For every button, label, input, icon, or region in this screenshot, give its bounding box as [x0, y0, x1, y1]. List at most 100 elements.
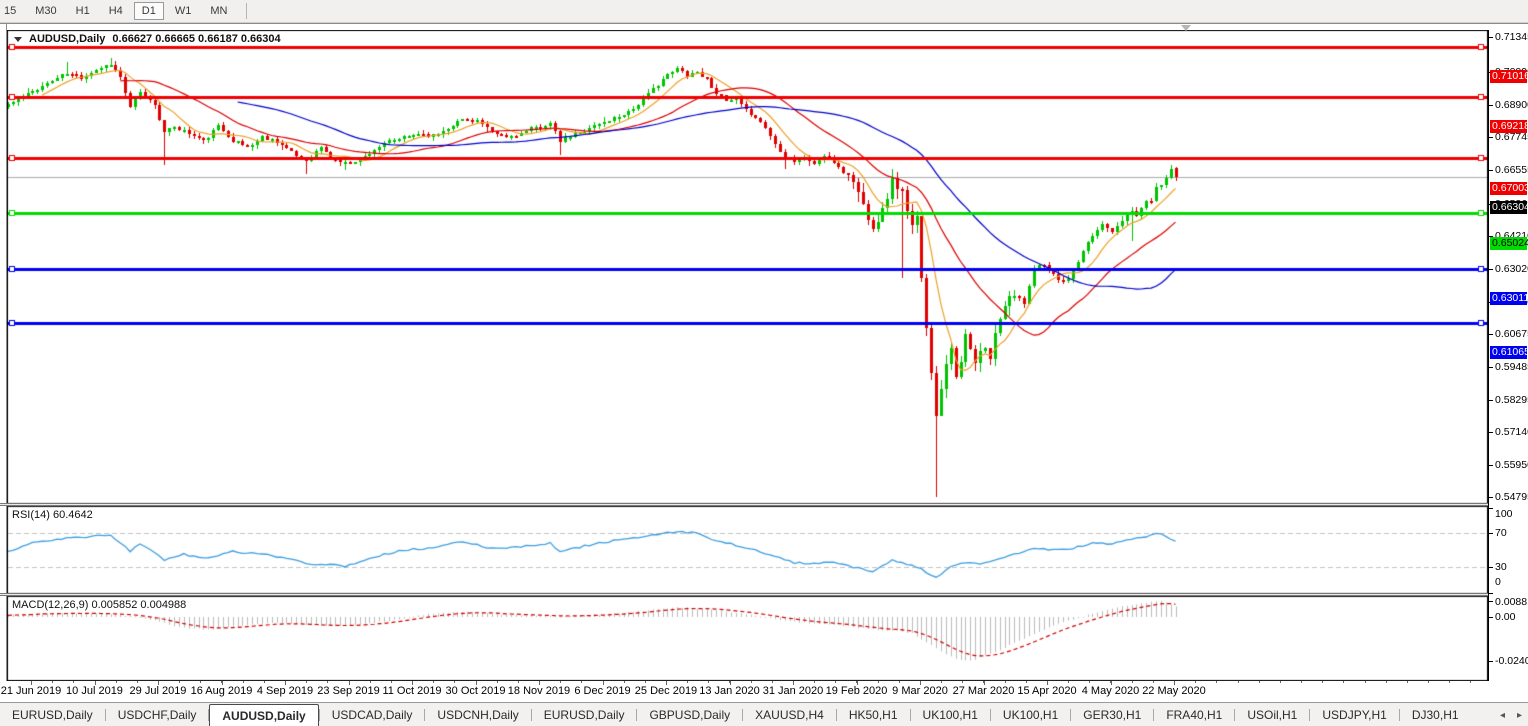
window-top-border — [0, 23, 1528, 24]
chart-shift-marker-icon[interactable] — [1181, 25, 1191, 31]
date-minor-tick — [1132, 681, 1133, 683]
date-major-tick — [730, 681, 731, 685]
date-minor-tick — [1089, 681, 1090, 683]
chart-tab-uk100-h1[interactable]: UK100,H1 — [1002, 708, 1059, 722]
chart-tab-usdcad-daily[interactable]: USDCAD,Daily — [331, 708, 413, 722]
date-minor-tick — [1026, 681, 1027, 683]
date-minor-tick — [1428, 681, 1429, 683]
chart-tab-usdcnh-daily[interactable]: USDCNH,Daily — [437, 708, 519, 722]
date-minor-tick — [1386, 681, 1387, 683]
pane-splitter-rsi[interactable] — [0, 503, 1528, 506]
date-major-tick — [920, 681, 921, 685]
tab-separator — [208, 709, 210, 721]
date-major-tick — [666, 681, 667, 685]
chart-tab-usoil-h1[interactable]: USOil,H1 — [1247, 708, 1298, 722]
axis-tick — [1489, 37, 1493, 39]
date-minor-tick — [1322, 681, 1323, 683]
date-minor-tick — [116, 681, 117, 683]
tabbar-spacer — [1471, 703, 1494, 726]
axis-tick — [1489, 268, 1493, 270]
chart-tab-gbpusd-daily[interactable]: GBPUSD,Daily — [649, 708, 731, 722]
timeframe-button-15[interactable]: 15 — [4, 5, 17, 17]
tab-scroll-left-icon[interactable]: ◂ — [1499, 709, 1505, 721]
date-minor-tick — [962, 681, 963, 683]
chart-tab-uk100-h1[interactable]: UK100,H1 — [922, 708, 978, 722]
chart-tab-hk50-h1[interactable]: HK50,H1 — [848, 708, 898, 722]
chart-tab-fra40-h1[interactable]: FRA40,H1 — [1166, 708, 1223, 722]
date-label: 16 Aug 2019 — [190, 685, 253, 697]
date-minor-tick — [433, 681, 434, 683]
date-major-tick — [95, 681, 96, 685]
tab-separator — [104, 709, 106, 721]
window-left-border — [6, 24, 7, 701]
timeframe-button-d1[interactable]: D1 — [133, 2, 164, 20]
date-minor-tick — [1005, 681, 1006, 683]
chart-tab-ger30-h1[interactable]: GER30,H1 — [1083, 708, 1142, 722]
date-minor-tick — [729, 681, 730, 683]
date-minor-tick — [856, 681, 857, 683]
price-tick-label: 0.60675 — [1495, 327, 1528, 340]
date-minor-tick — [1343, 681, 1344, 683]
date-major-tick — [603, 681, 604, 685]
date-label: 25 Dec 2019 — [634, 685, 698, 697]
date-minor-tick — [581, 681, 582, 683]
tab-separator — [530, 709, 532, 721]
timeframe-button-h1[interactable]: H1 — [75, 5, 90, 17]
tab-separator — [989, 709, 991, 721]
level-price-label: 0.63011 — [1490, 292, 1528, 306]
tab-separator — [742, 709, 744, 721]
date-major-tick — [793, 681, 794, 685]
date-label: 9 Mar 2020 — [892, 685, 948, 697]
price-tick-label: 0.71345 — [1495, 31, 1528, 44]
date-label: 30 Oct 2019 — [445, 685, 506, 697]
date-major-tick — [1047, 681, 1048, 685]
price-tick-label: 0.54795 — [1495, 491, 1528, 504]
timeframe-button-mn[interactable]: MN — [210, 5, 228, 17]
chart-tab-eurusd-daily[interactable]: EURUSD,Daily — [12, 708, 93, 722]
date-label: 11 Oct 2019 — [382, 685, 442, 697]
date-axis[interactable]: 21 Jun 2019 10 Jul 2019 29 Jul 2019 16 Aug … — [0, 681, 1528, 701]
date-major-tick — [1111, 681, 1112, 685]
price-axis[interactable]: 0.713450.700900.689000.677450.665550.653… — [1488, 30, 1528, 681]
date-minor-tick — [1195, 681, 1196, 683]
price-tick-label: 0.67745 — [1495, 131, 1528, 144]
chart-tab-audusd-daily[interactable]: AUDUSD,Daily — [209, 704, 319, 726]
date-minor-tick — [624, 681, 625, 683]
date-minor-tick — [200, 681, 201, 683]
current-price-label: 0.66304 — [1490, 200, 1528, 214]
date-minor-tick — [1259, 681, 1260, 683]
date-minor-tick — [306, 681, 307, 683]
date-label: 27 Mar 2020 — [952, 685, 1015, 697]
timeframe-button-m30[interactable]: M30 — [35, 5, 57, 17]
chart-tab-usdjpy-h1[interactable]: USDJPY,H1 — [1322, 708, 1387, 722]
date-minor-tick — [687, 681, 688, 683]
date-major-tick — [984, 681, 985, 685]
date-minor-tick — [327, 681, 328, 683]
chart-tab-usdchf-daily[interactable]: USDCHF,Daily — [117, 708, 197, 722]
macd-tick-label: 0.00 — [1495, 611, 1516, 623]
timeframe-button-w1[interactable]: W1 — [174, 5, 192, 17]
rsi-tick-label: 30 — [1495, 561, 1507, 573]
timeframe-button-h4[interactable]: H4 — [108, 5, 123, 17]
date-label: 29 Jul 2019 — [129, 685, 187, 697]
date-major-tick — [285, 681, 286, 685]
date-minor-tick — [1216, 681, 1217, 683]
symbol-dropdown-icon[interactable] — [14, 36, 22, 42]
chart-tab-xauusd-h4[interactable]: XAUUSD,H4 — [755, 708, 824, 722]
tab-scroll-right-icon[interactable]: ▸ — [1516, 709, 1522, 721]
date-major-tick — [1174, 681, 1175, 685]
date-label: 10 Jul 2019 — [66, 685, 123, 697]
date-minor-tick — [751, 681, 752, 683]
chart-tab-dj30-h1[interactable]: DJ30,H1 — [1411, 708, 1459, 722]
pane-splitter-macd[interactable] — [0, 593, 1528, 596]
date-minor-tick — [941, 681, 942, 683]
chart-canvas[interactable] — [7, 30, 1488, 681]
level-price-label: 0.71016 — [1490, 70, 1528, 84]
axis-tick — [1489, 567, 1493, 568]
date-label: 6 Dec 2019 — [574, 685, 631, 697]
chart-tab-eurusd-daily[interactable]: EURUSD,Daily — [543, 708, 625, 722]
